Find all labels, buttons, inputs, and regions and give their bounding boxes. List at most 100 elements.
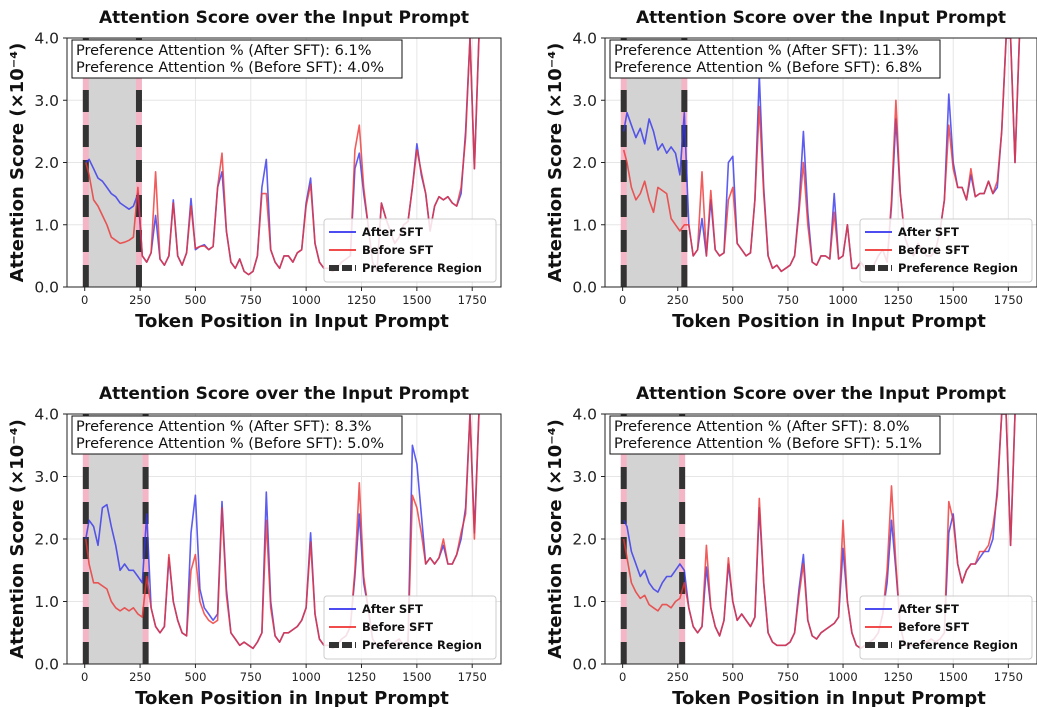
x-tick-label: 750 bbox=[240, 670, 262, 684]
y-tick-label: 0.0 bbox=[572, 656, 597, 674]
x-axis-label: Token Position in Input Prompt bbox=[672, 688, 986, 707]
annotation-box bbox=[609, 39, 941, 79]
x-tick-label: 1500 bbox=[402, 670, 431, 684]
series-line-before-sft bbox=[85, 414, 480, 650]
legend-box bbox=[323, 218, 497, 283]
x-tick-label: 1250 bbox=[347, 670, 376, 684]
legend-item-preference-region-label: Preference Region bbox=[362, 638, 482, 652]
x-tick-label: 1750 bbox=[458, 293, 487, 307]
x-tick-label: 500 bbox=[184, 293, 206, 307]
legend-item-after-sft-label: After SFT bbox=[362, 602, 423, 616]
series-group bbox=[622, 414, 1016, 650]
y-tick-label: 2.0 bbox=[572, 154, 597, 172]
legend-box bbox=[323, 595, 497, 660]
y-tick-label: 3.0 bbox=[34, 92, 59, 110]
x-tick-label: 0 bbox=[81, 293, 88, 307]
y-tick-label: 3.0 bbox=[572, 468, 597, 486]
series-group bbox=[85, 414, 480, 650]
annotation-text: Preference Attention % (Before SFT): 6.8… bbox=[614, 60, 922, 76]
x-tick-label: 1750 bbox=[458, 670, 487, 684]
y-tick-label: 1.0 bbox=[34, 216, 59, 234]
series-group bbox=[85, 38, 480, 276]
legend-item-preference-region-label: Preference Region bbox=[898, 261, 1018, 275]
preference-region-shade bbox=[623, 414, 683, 664]
x-tick-label: 750 bbox=[240, 293, 262, 307]
chart-title: Attention Score over the Input Prompt bbox=[99, 8, 469, 28]
y-tick-label: 1.0 bbox=[572, 216, 597, 234]
chart-title: Attention Score over the Input Prompt bbox=[636, 384, 1006, 404]
x-tick-label: 1250 bbox=[884, 293, 913, 307]
y-tick-label: 1.0 bbox=[572, 593, 597, 611]
annotation-text: Preference Attention % (After SFT): 8.3% bbox=[76, 419, 371, 435]
legend-item-before-sft-label: Before SFT bbox=[362, 620, 433, 634]
y-tick-label: 0.0 bbox=[572, 279, 597, 297]
x-tick-label: 1500 bbox=[939, 293, 968, 307]
x-tick-label: 500 bbox=[722, 293, 744, 307]
series-line-before-sft bbox=[622, 414, 1016, 650]
y-axis-label: Attention Score (×10⁻⁴) bbox=[545, 419, 566, 659]
preference-region-shade bbox=[85, 38, 139, 287]
x-tick-label: 0 bbox=[619, 293, 626, 307]
x-tick-label: 250 bbox=[129, 293, 151, 307]
legend-item-after-sft-label: After SFT bbox=[362, 225, 423, 239]
x-tick-label: 500 bbox=[184, 670, 206, 684]
x-tick-label: 1500 bbox=[402, 293, 431, 307]
legend-item-preference-region-label: Preference Region bbox=[362, 261, 482, 275]
y-tick-label: 4.0 bbox=[572, 406, 597, 424]
y-tick-label: 0.0 bbox=[34, 656, 59, 674]
legend-item-before-sft-label: Before SFT bbox=[898, 620, 969, 634]
annotation-box bbox=[71, 415, 403, 455]
y-tick-label: 0.0 bbox=[34, 279, 59, 297]
x-tick-label: 750 bbox=[777, 670, 799, 684]
legend-item-before-sft-label: Before SFT bbox=[362, 243, 433, 257]
annotation-text: Preference Attention % (After SFT): 8.0% bbox=[614, 419, 909, 435]
y-axis-label: Attention Score (×10⁻⁴) bbox=[7, 419, 28, 659]
preference-region-shade bbox=[623, 38, 685, 287]
legend-item-after-sft-label: After SFT bbox=[898, 225, 959, 239]
x-tick-label: 250 bbox=[667, 293, 689, 307]
chart-panel-2: 0 250 500 750 1000 1250 1500 1750 0.0 1.0 2.0 3.0 4.… bbox=[545, 8, 1037, 332]
annotation-text: Preference Attention % (After SFT): 6.1% bbox=[76, 43, 371, 59]
x-tick-label: 1500 bbox=[939, 670, 968, 684]
legend-item-after-sft-label: After SFT bbox=[898, 602, 959, 616]
x-tick-label: 1250 bbox=[347, 293, 376, 307]
series-line-before-sft bbox=[85, 38, 480, 276]
annotation-text: Preference Attention % (Before SFT): 5.0… bbox=[76, 436, 384, 452]
x-tick-label: 1000 bbox=[292, 670, 321, 684]
annotation-text: Preference Attention % (Before SFT): 5.1… bbox=[614, 436, 922, 452]
chart-panel-4: 0 250 500 750 1000 1250 1500 1750 0.0 1.0 2.0 3.0 4.… bbox=[545, 384, 1037, 707]
legend-item-before-sft-label: Before SFT bbox=[898, 243, 969, 257]
legend-box bbox=[859, 218, 1033, 283]
y-tick-label: 1.0 bbox=[34, 593, 59, 611]
x-tick-label: 250 bbox=[129, 670, 151, 684]
y-axis-label: Attention Score (×10⁻⁴) bbox=[7, 43, 28, 283]
y-tick-label: 4.0 bbox=[572, 30, 597, 48]
y-tick-label: 2.0 bbox=[34, 154, 59, 172]
series-line-before-sft bbox=[622, 38, 1021, 273]
x-tick-label: 1750 bbox=[994, 670, 1023, 684]
y-tick-label: 4.0 bbox=[34, 406, 59, 424]
y-tick-label: 3.0 bbox=[34, 468, 59, 486]
x-axis-label: Token Position in Input Prompt bbox=[672, 311, 986, 332]
x-axis-label: Token Position in Input Prompt bbox=[135, 311, 449, 332]
chart-panel-3: 0 250 500 750 1000 1250 1500 1750 0.0 1.0 2.0 3.0 4.… bbox=[7, 384, 502, 707]
y-tick-label: 3.0 bbox=[572, 92, 597, 110]
chart-title: Attention Score over the Input Prompt bbox=[99, 384, 469, 404]
annotation-text: Preference Attention % (Before SFT): 4.0… bbox=[76, 60, 384, 76]
x-tick-label: 1000 bbox=[828, 293, 857, 307]
chart-title: Attention Score over the Input Prompt bbox=[636, 8, 1006, 28]
x-tick-label: 250 bbox=[667, 670, 689, 684]
x-tick-label: 1000 bbox=[828, 670, 857, 684]
x-tick-label: 1750 bbox=[994, 293, 1023, 307]
annotation-box bbox=[609, 415, 941, 455]
x-tick-label: 1000 bbox=[292, 293, 321, 307]
annotation-text: Preference Attention % (After SFT): 11.3… bbox=[614, 43, 919, 59]
series-group bbox=[622, 38, 1021, 273]
x-tick-label: 0 bbox=[619, 670, 626, 684]
y-tick-label: 2.0 bbox=[572, 531, 597, 549]
legend-box bbox=[859, 595, 1033, 660]
y-axis-label: Attention Score (×10⁻⁴) bbox=[545, 43, 566, 283]
chart-panel-1: 0 250 500 750 1000 1250 1500 1750 0.0 1.0 2.0 3.0 4.… bbox=[7, 8, 502, 332]
x-axis-label: Token Position in Input Prompt bbox=[135, 688, 449, 707]
